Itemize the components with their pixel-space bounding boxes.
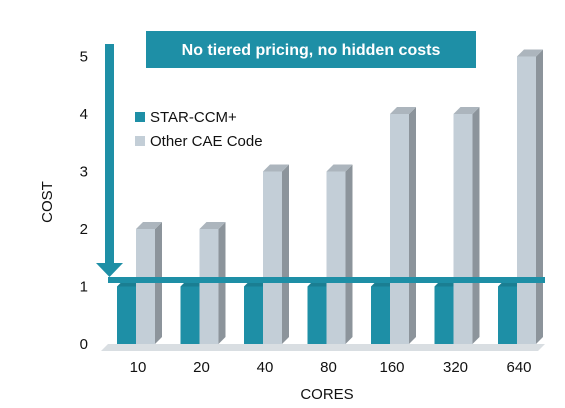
x-tick-label: 20 <box>193 359 210 376</box>
x-tick-label: 40 <box>257 359 274 376</box>
bar-other-cae-160 <box>390 114 409 344</box>
bar-side-other-cae-320 <box>472 107 480 344</box>
y-tick-label: 1 <box>80 279 88 296</box>
legend-label-star-ccm: STAR-CCM+ <box>150 109 237 126</box>
bar-other-cae-20 <box>199 229 219 344</box>
bars-group <box>117 49 543 344</box>
y-axis-ticks: 0 1 2 3 4 5 <box>80 49 88 354</box>
bar-top-other-cae-10 <box>136 222 162 229</box>
bar-star-ccm-640 <box>498 286 517 344</box>
bar-star-ccm-320 <box>434 286 454 344</box>
bar-other-cae-10 <box>136 229 155 344</box>
y-tick-label: 3 <box>80 164 88 181</box>
bar-other-cae-80 <box>326 171 346 344</box>
bar-top-other-cae-20 <box>199 222 226 229</box>
bar-top-other-cae-160 <box>390 107 416 114</box>
bar-top-other-cae-320 <box>453 107 480 114</box>
down-arrow-icon <box>96 263 123 277</box>
bar-top-other-cae-640 <box>517 49 543 57</box>
legend-swatch-other-cae <box>135 136 145 146</box>
x-tick-label: 10 <box>130 359 147 376</box>
x-tick-label: 320 <box>443 359 468 376</box>
bar-other-cae-640 <box>517 56 536 344</box>
y-tick-label: 5 <box>80 49 88 66</box>
flat-cost-line <box>108 277 545 283</box>
bar-side-other-cae-80 <box>345 164 353 344</box>
bar-side-other-cae-160 <box>409 107 416 344</box>
bar-star-ccm-10 <box>117 286 136 344</box>
legend: STAR-CCM+ Other CAE Code <box>135 109 263 150</box>
y-tick-label: 2 <box>80 221 88 238</box>
bar-other-cae-40 <box>263 171 282 344</box>
x-tick-label: 640 <box>506 359 531 376</box>
y-tick-label: 4 <box>80 106 88 123</box>
bar-other-cae-320 <box>453 114 473 344</box>
x-tick-label: 160 <box>379 359 404 376</box>
bar-star-ccm-20 <box>180 286 200 344</box>
bar-side-other-cae-640 <box>536 49 543 344</box>
bar-side-other-cae-40 <box>282 164 289 344</box>
annotation-banner <box>146 31 476 68</box>
x-axis-title: CORES <box>300 386 353 403</box>
annotation-text: No tiered pricing, no hidden costs <box>182 42 441 59</box>
legend-swatch-star-ccm <box>135 112 145 122</box>
bar-star-ccm-160 <box>371 286 390 344</box>
arrow-shaft <box>105 44 114 264</box>
bar-star-ccm-80 <box>307 286 327 344</box>
x-tick-label: 80 <box>320 359 337 376</box>
y-axis-title: COST <box>39 181 56 223</box>
chart-floor <box>101 344 545 351</box>
x-axis-ticks: 10 20 40 80 160 320 640 <box>130 359 532 376</box>
legend-label-other-cae: Other CAE Code <box>150 133 263 150</box>
y-tick-label: 0 <box>80 336 88 353</box>
bar-star-ccm-40 <box>244 286 263 344</box>
bar-top-other-cae-40 <box>263 164 289 172</box>
bar-top-other-cae-80 <box>326 164 353 172</box>
